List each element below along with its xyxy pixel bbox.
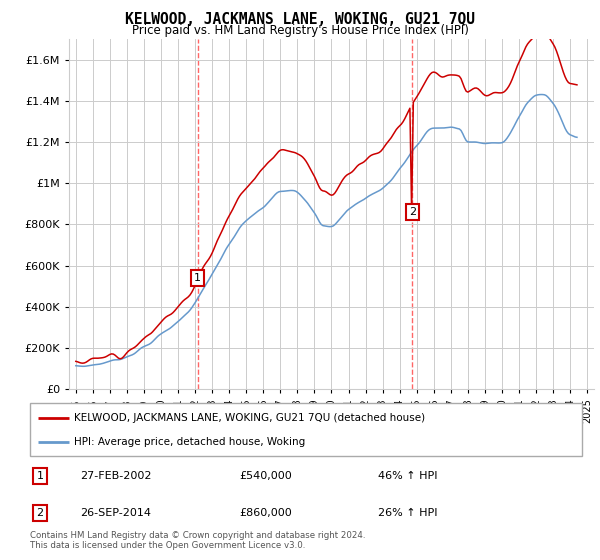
Text: 26-SEP-2014: 26-SEP-2014 [80, 508, 151, 518]
Text: £860,000: £860,000 [240, 508, 293, 518]
Text: HPI: Average price, detached house, Woking: HPI: Average price, detached house, Woki… [74, 437, 305, 447]
Text: £540,000: £540,000 [240, 471, 293, 481]
Text: 27-FEB-2002: 27-FEB-2002 [80, 471, 151, 481]
Text: 26% ↑ HPI: 26% ↑ HPI [378, 508, 437, 518]
Text: 46% ↑ HPI: 46% ↑ HPI [378, 471, 437, 481]
Text: 2: 2 [37, 508, 43, 518]
Text: KELWOOD, JACKMANS LANE, WOKING, GU21 7QU (detached house): KELWOOD, JACKMANS LANE, WOKING, GU21 7QU… [74, 413, 425, 423]
Text: 1: 1 [37, 471, 43, 481]
Text: 2: 2 [409, 207, 416, 217]
FancyBboxPatch shape [30, 403, 582, 456]
Text: Price paid vs. HM Land Registry's House Price Index (HPI): Price paid vs. HM Land Registry's House … [131, 24, 469, 37]
Text: 1: 1 [194, 273, 201, 283]
Text: Contains HM Land Registry data © Crown copyright and database right 2024.
This d: Contains HM Land Registry data © Crown c… [30, 531, 365, 550]
Text: KELWOOD, JACKMANS LANE, WOKING, GU21 7QU: KELWOOD, JACKMANS LANE, WOKING, GU21 7QU [125, 12, 475, 27]
